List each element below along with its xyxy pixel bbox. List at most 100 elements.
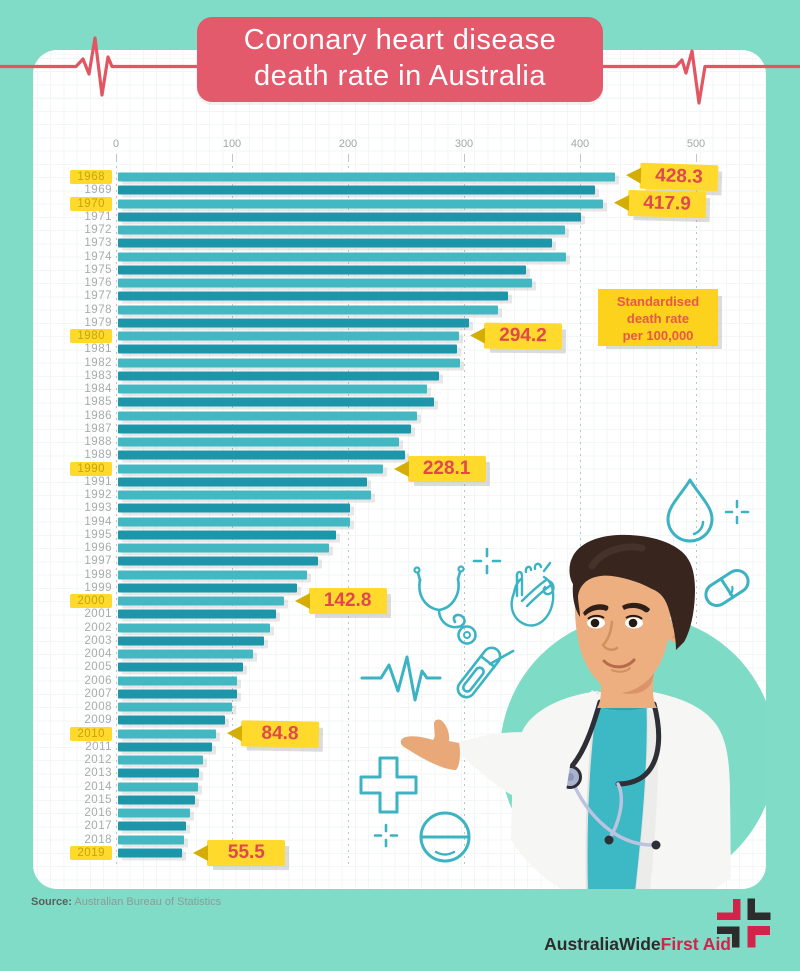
- gridline: [464, 160, 465, 868]
- year-label: 1992: [84, 489, 112, 502]
- year-label: 2019: [70, 845, 112, 860]
- death-rate-bar: [118, 238, 552, 248]
- year-label: 1994: [84, 515, 112, 528]
- year-label: 1972: [84, 224, 112, 237]
- x-tick-label: 100: [222, 138, 242, 150]
- axis-note: Standardised death rate per 100,000: [598, 289, 718, 346]
- year-label: 2015: [84, 793, 112, 806]
- death-rate-bar: [118, 623, 270, 633]
- bar-row: 2005: [33, 661, 766, 674]
- bar-row: 1997: [33, 555, 766, 568]
- death-rate-bar: [118, 742, 212, 752]
- year-label: 2001: [84, 608, 112, 621]
- death-rate-bar: [118, 411, 418, 421]
- year-label: 1993: [84, 502, 112, 515]
- year-label: 2014: [84, 780, 112, 793]
- year-label: 2008: [84, 701, 112, 714]
- death-rate-bar: [118, 556, 318, 566]
- bar-row: 2000: [33, 594, 766, 609]
- death-rate-bar: [118, 371, 440, 381]
- bar-row: 2013: [33, 767, 766, 780]
- death-rate-bar: [118, 358, 461, 368]
- year-label: 1981: [84, 343, 112, 356]
- bar-row: 1993: [33, 502, 766, 515]
- bar-row: 1980: [33, 329, 766, 344]
- death-rate-bar: [118, 318, 470, 328]
- x-tick-mark: [232, 154, 233, 160]
- death-rate-bar: [118, 490, 371, 500]
- year-label: 1991: [84, 475, 112, 488]
- bar-row: 2014: [33, 780, 766, 793]
- death-rate-bar: [118, 477, 368, 487]
- x-tick-label: 500: [686, 138, 706, 150]
- death-rate-bar: [118, 808, 190, 818]
- year-label: 2006: [84, 674, 112, 687]
- death-rate-bar: [118, 464, 383, 474]
- bar-row: 1974: [33, 250, 766, 263]
- year-label: 1996: [84, 542, 112, 555]
- death-rate-bar: [118, 437, 399, 447]
- death-rate-bar: [118, 265, 527, 275]
- bar-row: 1995: [33, 528, 766, 541]
- axis-note-line3: per 100,000: [622, 328, 694, 343]
- bar-row: 1986: [33, 409, 766, 422]
- death-rate-bar: [118, 397, 434, 407]
- year-label: 2004: [84, 648, 112, 661]
- death-rate-bar: [118, 570, 308, 580]
- death-rate-bar: [118, 503, 350, 513]
- bar-row: 2001: [33, 608, 766, 621]
- death-rate-bar: [118, 331, 460, 341]
- gridline: [348, 160, 349, 868]
- year-label: 1977: [84, 290, 112, 303]
- value-callout-2010: 84.8: [241, 720, 320, 748]
- year-label: 1984: [84, 383, 112, 396]
- bar-row: 2012: [33, 754, 766, 767]
- bar-row: 1991: [33, 475, 766, 488]
- death-rate-bar: [118, 517, 350, 527]
- year-label: 1985: [84, 396, 112, 409]
- bar-row: 1998: [33, 568, 766, 581]
- x-tick-label: 200: [338, 138, 358, 150]
- value-callout-2000: 142.8: [294, 588, 387, 615]
- year-label: 1980: [70, 329, 112, 344]
- first-aid-cross-logo: [717, 898, 771, 948]
- death-rate-bar: [118, 821, 187, 831]
- year-label: 1982: [84, 356, 112, 369]
- year-label: 2005: [84, 661, 112, 674]
- value-callout-1990: 228.1: [393, 455, 486, 482]
- death-rate-bar: [118, 768, 200, 778]
- year-label: 1987: [84, 422, 112, 435]
- gridline: [232, 160, 233, 868]
- bar-row: 2010: [33, 726, 766, 741]
- bar-row: 1973: [33, 237, 766, 250]
- death-rate-bar: [118, 172, 615, 182]
- bar-row: 1984: [33, 383, 766, 396]
- year-label: 1969: [84, 184, 112, 197]
- year-label: 2007: [84, 687, 112, 700]
- year-label: 1974: [84, 250, 112, 263]
- bar-row: 2006: [33, 674, 766, 687]
- bar-row: 2007: [33, 687, 766, 700]
- bar-row: 1987: [33, 422, 766, 435]
- source-attribution: Source: Australian Bureau of Statistics: [31, 896, 221, 908]
- year-label: 1989: [84, 449, 112, 462]
- year-label: 2013: [84, 767, 112, 780]
- death-rate-bar: [118, 596, 284, 606]
- bar-row: 1968: [33, 170, 766, 184]
- x-tick-label: 300: [454, 138, 474, 150]
- death-rate-bar: [118, 212, 581, 222]
- year-label: 2016: [84, 807, 112, 820]
- year-label: 1995: [84, 528, 112, 541]
- bar-row: 1994: [33, 515, 766, 528]
- year-label: 2010: [70, 726, 112, 741]
- year-label: 2017: [84, 820, 112, 833]
- death-rate-bar: [118, 689, 238, 699]
- death-rate-bar: [118, 782, 199, 792]
- year-label: 1997: [84, 555, 112, 568]
- death-rate-bar: [118, 636, 265, 646]
- bar-row: 1999: [33, 581, 766, 594]
- value-callout-1980: 294.2: [484, 322, 563, 350]
- brand-name-part1: AustraliaWide: [544, 934, 661, 954]
- death-rate-bar: [118, 291, 508, 301]
